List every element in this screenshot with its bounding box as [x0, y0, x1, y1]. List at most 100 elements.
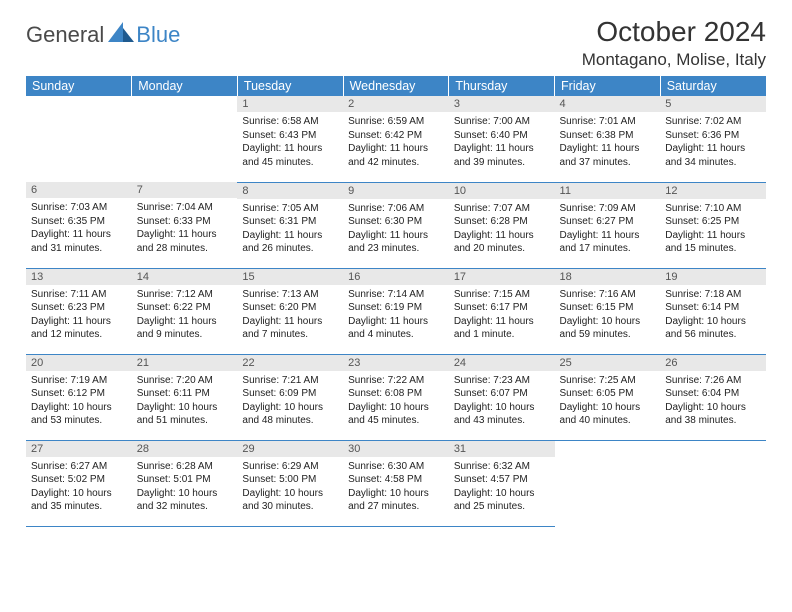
day-line-d2: and 35 minutes. [31, 500, 127, 514]
day-line-sr: Sunrise: 6:27 AM [31, 460, 127, 474]
calendar-week-row: 1Sunrise: 6:58 AMSunset: 6:43 PMDaylight… [26, 96, 766, 182]
day-line-ss: Sunset: 6:23 PM [31, 301, 127, 315]
day-number: 5 [660, 96, 766, 112]
day-details: Sunrise: 7:22 AMSunset: 6:08 PMDaylight:… [343, 371, 449, 432]
day-number: 28 [132, 441, 238, 457]
day-line-d1: Daylight: 10 hours [31, 401, 127, 415]
day-line-d1: Daylight: 11 hours [454, 315, 550, 329]
day-line-sr: Sunrise: 6:30 AM [348, 460, 444, 474]
day-details: Sunrise: 7:20 AMSunset: 6:11 PMDaylight:… [132, 371, 238, 432]
day-line-d1: Daylight: 10 hours [454, 401, 550, 415]
day-details: Sunrise: 7:07 AMSunset: 6:28 PMDaylight:… [449, 199, 555, 260]
day-line-sr: Sunrise: 7:10 AM [665, 202, 761, 216]
day-line-d1: Daylight: 11 hours [348, 142, 444, 156]
day-number: 19 [660, 269, 766, 285]
logo-triangle-icon [108, 22, 134, 42]
day-line-ss: Sunset: 6:42 PM [348, 129, 444, 143]
calendar-day-cell: 5Sunrise: 7:02 AMSunset: 6:36 PMDaylight… [660, 96, 766, 182]
day-details: Sunrise: 7:03 AMSunset: 6:35 PMDaylight:… [26, 198, 132, 259]
day-line-d1: Daylight: 10 hours [137, 401, 233, 415]
day-line-sr: Sunrise: 7:12 AM [137, 288, 233, 302]
day-line-sr: Sunrise: 7:25 AM [560, 374, 656, 388]
calendar-day-cell: 21Sunrise: 7:20 AMSunset: 6:11 PMDayligh… [132, 354, 238, 440]
day-line-ss: Sunset: 6:04 PM [665, 387, 761, 401]
calendar-day-cell: 2Sunrise: 6:59 AMSunset: 6:42 PMDaylight… [343, 96, 449, 182]
day-line-sr: Sunrise: 7:18 AM [665, 288, 761, 302]
day-line-d2: and 12 minutes. [31, 328, 127, 342]
day-line-d2: and 51 minutes. [137, 414, 233, 428]
weekday-header: Thursday [449, 76, 555, 96]
day-number: 18 [555, 269, 661, 285]
calendar-day-cell: 22Sunrise: 7:21 AMSunset: 6:09 PMDayligh… [237, 354, 343, 440]
day-line-ss: Sunset: 4:57 PM [454, 473, 550, 487]
weekday-header: Wednesday [343, 76, 449, 96]
day-details: Sunrise: 7:19 AMSunset: 6:12 PMDaylight:… [26, 371, 132, 432]
day-details: Sunrise: 7:21 AMSunset: 6:09 PMDaylight:… [237, 371, 343, 432]
calendar-day-cell: 24Sunrise: 7:23 AMSunset: 6:07 PMDayligh… [449, 354, 555, 440]
day-line-ss: Sunset: 6:19 PM [348, 301, 444, 315]
day-line-sr: Sunrise: 7:14 AM [348, 288, 444, 302]
day-line-d2: and 20 minutes. [454, 242, 550, 256]
day-number: 8 [237, 183, 343, 199]
day-line-d1: Daylight: 11 hours [348, 229, 444, 243]
day-line-d1: Daylight: 10 hours [454, 487, 550, 501]
day-details: Sunrise: 6:27 AMSunset: 5:02 PMDaylight:… [26, 457, 132, 518]
weekday-header: Tuesday [237, 76, 343, 96]
day-line-d2: and 45 minutes. [242, 156, 338, 170]
calendar-day-cell: 18Sunrise: 7:16 AMSunset: 6:15 PMDayligh… [555, 268, 661, 354]
day-line-d2: and 1 minute. [454, 328, 550, 342]
calendar-week-row: 13Sunrise: 7:11 AMSunset: 6:23 PMDayligh… [26, 268, 766, 354]
day-line-ss: Sunset: 6:27 PM [560, 215, 656, 229]
calendar-day-cell [132, 96, 238, 182]
day-line-d2: and 48 minutes. [242, 414, 338, 428]
day-line-d2: and 38 minutes. [665, 414, 761, 428]
day-line-ss: Sunset: 6:12 PM [31, 387, 127, 401]
day-number: 13 [26, 269, 132, 285]
day-line-sr: Sunrise: 7:05 AM [242, 202, 338, 216]
day-line-d2: and 7 minutes. [242, 328, 338, 342]
calendar-day-cell: 12Sunrise: 7:10 AMSunset: 6:25 PMDayligh… [660, 182, 766, 268]
day-line-d2: and 26 minutes. [242, 242, 338, 256]
day-line-d2: and 17 minutes. [560, 242, 656, 256]
weekday-header: Friday [555, 76, 661, 96]
day-number: 14 [132, 269, 238, 285]
calendar-day-cell: 20Sunrise: 7:19 AMSunset: 6:12 PMDayligh… [26, 354, 132, 440]
day-line-d2: and 30 minutes. [242, 500, 338, 514]
location-subtitle: Montagano, Molise, Italy [582, 50, 766, 70]
day-line-ss: Sunset: 6:33 PM [137, 215, 233, 229]
day-line-ss: Sunset: 6:40 PM [454, 129, 550, 143]
day-line-d2: and 27 minutes. [348, 500, 444, 514]
day-line-sr: Sunrise: 7:19 AM [31, 374, 127, 388]
day-line-d2: and 25 minutes. [454, 500, 550, 514]
day-details: Sunrise: 7:06 AMSunset: 6:30 PMDaylight:… [343, 199, 449, 260]
day-line-d1: Daylight: 11 hours [242, 315, 338, 329]
day-line-d1: Daylight: 10 hours [137, 487, 233, 501]
day-line-ss: Sunset: 6:28 PM [454, 215, 550, 229]
calendar-body: 1Sunrise: 6:58 AMSunset: 6:43 PMDaylight… [26, 96, 766, 526]
calendar-day-cell: 27Sunrise: 6:27 AMSunset: 5:02 PMDayligh… [26, 440, 132, 526]
day-line-sr: Sunrise: 7:06 AM [348, 202, 444, 216]
day-details: Sunrise: 7:11 AMSunset: 6:23 PMDaylight:… [26, 285, 132, 346]
calendar-day-cell: 13Sunrise: 7:11 AMSunset: 6:23 PMDayligh… [26, 268, 132, 354]
day-line-d2: and 59 minutes. [560, 328, 656, 342]
day-details: Sunrise: 7:14 AMSunset: 6:19 PMDaylight:… [343, 285, 449, 346]
day-line-d2: and 23 minutes. [348, 242, 444, 256]
day-number: 22 [237, 355, 343, 371]
calendar-week-row: 27Sunrise: 6:27 AMSunset: 5:02 PMDayligh… [26, 440, 766, 526]
title-block: October 2024 Montagano, Molise, Italy [582, 16, 766, 70]
day-details: Sunrise: 7:15 AMSunset: 6:17 PMDaylight:… [449, 285, 555, 346]
calendar-day-cell: 16Sunrise: 7:14 AMSunset: 6:19 PMDayligh… [343, 268, 449, 354]
day-number: 1 [237, 96, 343, 112]
day-number: 10 [449, 183, 555, 199]
calendar-day-cell: 6Sunrise: 7:03 AMSunset: 6:35 PMDaylight… [26, 182, 132, 268]
calendar-day-cell [555, 440, 661, 526]
day-details: Sunrise: 7:02 AMSunset: 6:36 PMDaylight:… [660, 112, 766, 173]
day-line-ss: Sunset: 6:31 PM [242, 215, 338, 229]
day-details: Sunrise: 6:30 AMSunset: 4:58 PMDaylight:… [343, 457, 449, 518]
day-line-sr: Sunrise: 7:00 AM [454, 115, 550, 129]
calendar-day-cell: 26Sunrise: 7:26 AMSunset: 6:04 PMDayligh… [660, 354, 766, 440]
day-details: Sunrise: 7:04 AMSunset: 6:33 PMDaylight:… [132, 198, 238, 259]
day-line-sr: Sunrise: 7:20 AM [137, 374, 233, 388]
day-details: Sunrise: 7:12 AMSunset: 6:22 PMDaylight:… [132, 285, 238, 346]
day-line-ss: Sunset: 6:14 PM [665, 301, 761, 315]
